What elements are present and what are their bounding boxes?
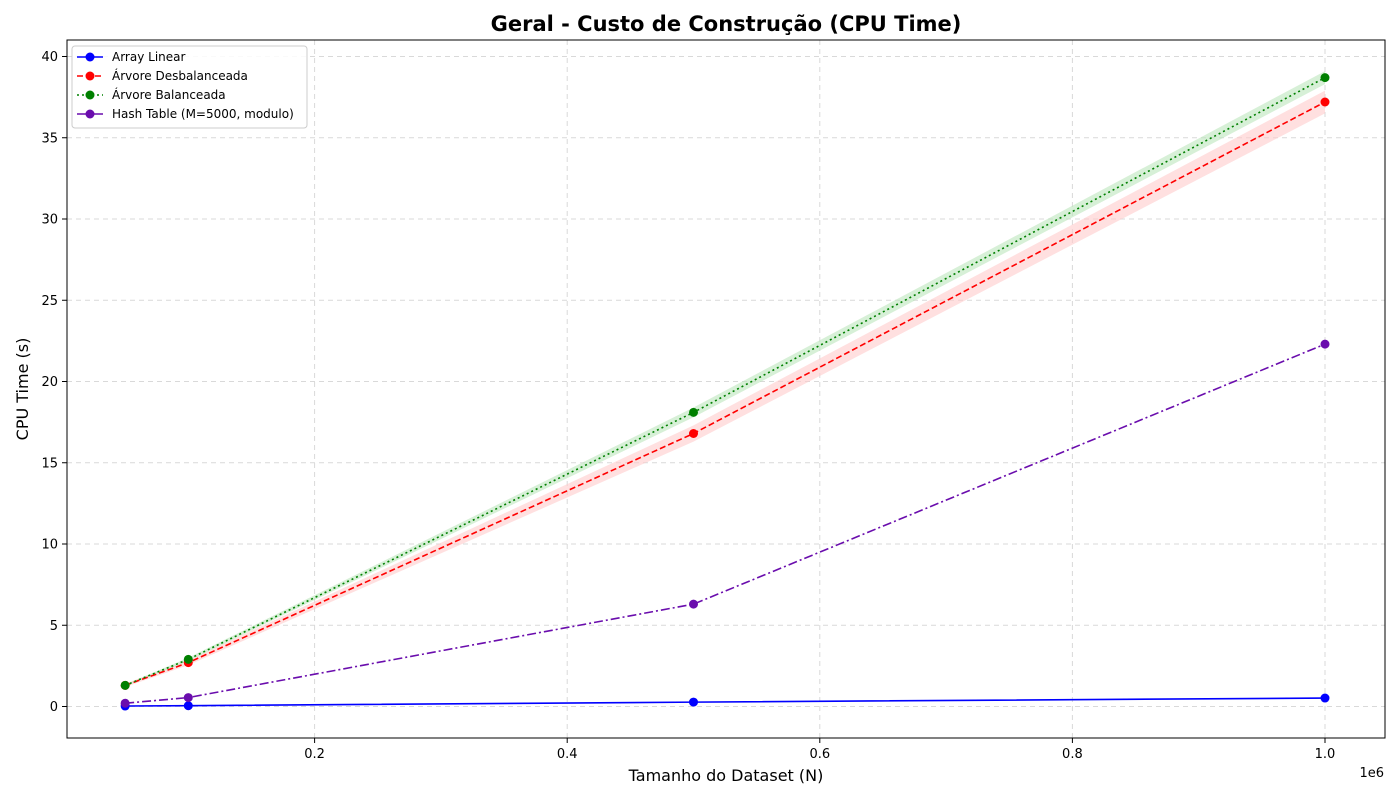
x-tick-label: 0.8 xyxy=(1062,747,1083,762)
y-tick-label: 0 xyxy=(50,700,58,715)
legend-marker xyxy=(85,52,95,62)
plot-area xyxy=(66,39,1386,739)
data-point xyxy=(1320,73,1330,83)
x-tick-label: 0.4 xyxy=(557,747,578,762)
legend-item: Array Linear xyxy=(77,50,185,64)
legend-item: Hash Table (M=5000, modulo) xyxy=(77,107,294,121)
data-point xyxy=(183,654,193,664)
data-point xyxy=(689,599,698,609)
y-tick-label: 5 xyxy=(50,619,58,634)
x-tick-label: 0.2 xyxy=(304,747,325,762)
series xyxy=(120,73,1330,690)
legend-label: Árvore Desbalanceada xyxy=(112,68,248,83)
legend-marker xyxy=(85,90,95,100)
x-axis-ticks: 0.2 0.4 0.6 0.8 1.0 xyxy=(304,738,1335,762)
legend-label: Árvore Balanceada xyxy=(112,87,226,102)
data-point xyxy=(183,701,193,711)
series-lines xyxy=(120,73,1330,711)
y-tick-label: 10 xyxy=(41,538,58,553)
y-tick-label: 15 xyxy=(41,456,58,471)
series-line xyxy=(125,697,1326,707)
y-tick-label: 30 xyxy=(41,213,58,228)
legend-marker xyxy=(85,109,95,119)
legend-item: Árvore Desbalanceada xyxy=(77,68,248,83)
data-point xyxy=(1320,693,1330,703)
y-tick-label: 35 xyxy=(41,131,58,146)
legend-item: Árvore Balanceada xyxy=(77,87,226,102)
legend-marker xyxy=(85,71,95,81)
y-axis-label: CPU Time (s) xyxy=(13,338,32,441)
x-tick-label: 1.0 xyxy=(1315,747,1336,762)
data-point xyxy=(120,698,130,708)
legend-label: Hash Table (M=5000, modulo) xyxy=(112,107,294,121)
y-tick-label: 40 xyxy=(41,50,58,65)
legend-box xyxy=(71,45,308,129)
x-axis-label: Tamanho do Dataset (N) xyxy=(628,766,824,785)
data-point xyxy=(183,693,193,703)
y-tick-label: 25 xyxy=(41,294,58,309)
data-point xyxy=(120,680,130,690)
series-line xyxy=(125,343,1326,705)
data-point xyxy=(689,697,698,707)
data-point xyxy=(689,429,698,438)
data-point xyxy=(1320,97,1330,107)
legend-label: Array Linear xyxy=(112,50,185,64)
y-tick-label: 20 xyxy=(41,375,58,390)
data-point xyxy=(1320,339,1330,349)
series-line xyxy=(124,101,1326,687)
x-axis-offset-label: 1e6 xyxy=(1359,766,1384,781)
chart-title: Geral - Custo de Construção (CPU Time) xyxy=(491,12,962,36)
series xyxy=(120,339,1330,708)
y-axis-ticks: 0 5 10 15 20 25 30 35 40 xyxy=(41,50,67,715)
legend[interactable]: Array Linear Árvore Desbalanceada Árvore B… xyxy=(71,45,308,129)
x-tick-label: 0.6 xyxy=(809,747,830,762)
data-point xyxy=(689,407,698,417)
